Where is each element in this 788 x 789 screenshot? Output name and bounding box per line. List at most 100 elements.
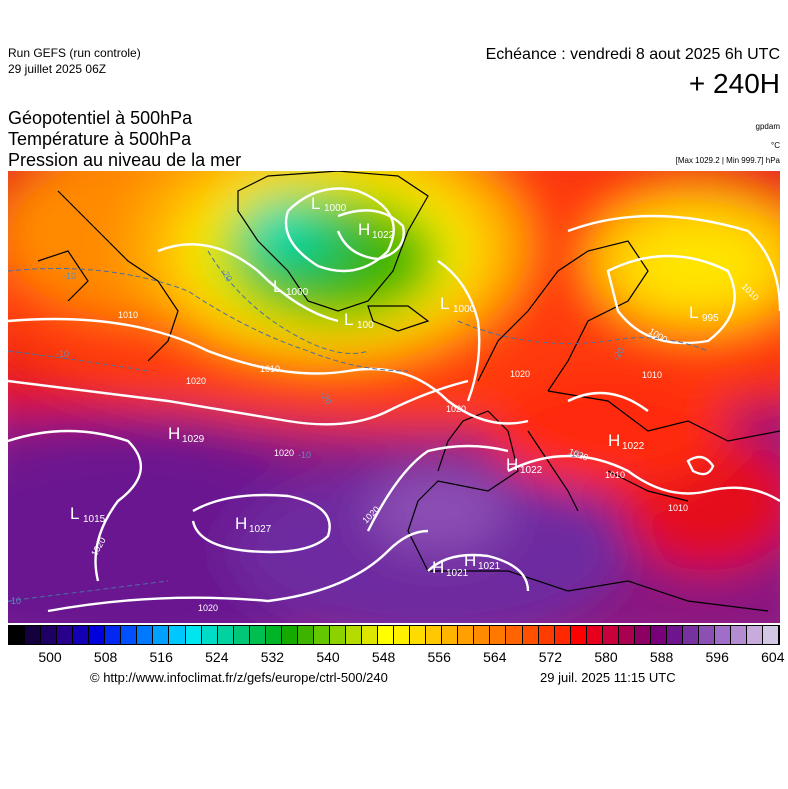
field-pressure: Pression au niveau de la mer — [8, 150, 242, 170]
pressure-center-value: 1029 — [182, 434, 205, 445]
colorbar-swatch — [217, 626, 234, 644]
isobar-label: 1010 — [668, 503, 688, 513]
pressure-center-type: L — [273, 277, 282, 296]
isobar-label: 1020 — [446, 404, 466, 414]
source-credit: © http://www.infoclimat.fr/z/gefs/europe… — [90, 670, 388, 685]
colorbar-swatch — [538, 626, 555, 644]
colorbar-swatch — [169, 626, 186, 644]
colorbar-swatch — [57, 626, 74, 644]
colorbar-swatch — [185, 626, 202, 644]
pressure-center-value: 1000 — [324, 203, 347, 214]
colorbar-swatch — [25, 626, 42, 644]
colorbar-swatch — [153, 626, 170, 644]
pressure-center-value: 1022 — [372, 230, 395, 241]
colorbar-swatch — [137, 626, 154, 644]
colorbar-swatch — [763, 626, 780, 644]
colorbar-swatch — [201, 626, 218, 644]
colorbar-tick-label: 548 — [371, 649, 396, 665]
colorbar-swatch — [474, 626, 491, 644]
colorbar-tick-label: 524 — [205, 649, 229, 665]
geopotential-field — [8, 171, 780, 623]
colorbar-tick-label: 580 — [594, 649, 618, 665]
colorbar-swatch — [89, 626, 106, 644]
colorbar-swatch — [442, 626, 459, 644]
colorbar-swatch — [378, 626, 395, 644]
colorbar-swatch — [747, 626, 764, 644]
isobar-label: 1020 — [186, 376, 206, 386]
colorbar-swatch — [345, 626, 363, 644]
colorbar-swatch — [410, 626, 427, 644]
colorbar-tick-label: 588 — [649, 649, 674, 665]
pressure-center-value: 1021 — [478, 561, 501, 572]
lead-time: + 240H — [688, 68, 780, 99]
pressure-center-type: L — [311, 194, 320, 213]
temperature-label: -10 — [8, 596, 21, 606]
temperature-label: -10 — [56, 349, 69, 359]
weather-map-svg: L 1000 H 1022 L 1000 L 100 L 1000 L 995 … — [8, 171, 780, 623]
pressure-center-type: H — [464, 551, 476, 570]
colorbar-swatch — [554, 626, 571, 644]
colorbar-swatch — [618, 626, 635, 644]
run-date: 29 juillet 2025 06Z — [8, 62, 107, 76]
pressure-center-type: L — [440, 294, 449, 313]
colorbar — [8, 625, 780, 645]
issued-time: 29 juil. 2025 11:15 UTC — [540, 670, 676, 685]
colorbar-tick-label: 516 — [149, 649, 173, 665]
colorbar-swatch — [73, 626, 90, 644]
colorbar-swatch — [650, 626, 667, 644]
unit-temperature: °C — [771, 141, 780, 150]
isobar-label: 1020 — [510, 369, 530, 379]
colorbar-swatch — [682, 626, 700, 644]
pressure-range: [Max 1029.2 | Min 999.7] hPa — [675, 156, 780, 165]
isobar-label: 1010 — [118, 310, 138, 320]
colorbar-tick-label: 604 — [761, 649, 785, 665]
pressure-center-value: 1022 — [622, 441, 645, 452]
colorbar-swatch — [458, 626, 475, 644]
pressure-center-value: 1000 — [286, 287, 309, 298]
colorbar-swatch — [233, 626, 250, 644]
colorbar-swatch — [394, 626, 411, 644]
weather-map: L 1000 H 1022 L 1000 L 100 L 1000 L 995 … — [8, 171, 780, 623]
pressure-center-type: H — [432, 558, 444, 577]
pressure-center-type: H — [608, 431, 620, 450]
colorbar-tick-label: 596 — [705, 649, 729, 665]
temperature-label: -10 — [63, 271, 76, 281]
pressure-center-value: 1022 — [520, 465, 543, 476]
isotherms — [8, 250, 709, 602]
colorbar-swatch — [522, 626, 539, 644]
field-temperature: Température à 500hPa — [8, 129, 192, 149]
pressure-center-type: L — [70, 504, 79, 523]
isobars — [8, 187, 780, 613]
colorbar-tick-label: 540 — [316, 649, 340, 665]
temperature-label: -10 — [298, 450, 311, 460]
colorbar-swatch — [570, 626, 587, 644]
pressure-center-value: 1000 — [453, 304, 476, 315]
colorbar-swatch — [731, 626, 748, 644]
colorbar-swatch — [9, 626, 26, 644]
colorbar-swatch — [313, 626, 330, 644]
pressure-center-type: H — [235, 514, 247, 533]
pressure-center-value: 1015 — [83, 514, 106, 525]
coastlines — [37, 171, 780, 612]
colorbar-swatch — [602, 626, 619, 644]
colorbar-swatch — [362, 626, 379, 644]
colorbar-swatch — [506, 626, 523, 644]
colorbar-tick-label: 532 — [260, 649, 285, 665]
colorbar-tick-label: 572 — [538, 649, 563, 665]
colorbar-tick-label: 508 — [93, 649, 118, 665]
pressure-center-value: 100 — [357, 320, 374, 331]
colorbar-swatch — [426, 626, 443, 644]
field-geopotential: Géopotentiel à 500hPa — [8, 108, 193, 128]
colorbar-swatch — [121, 626, 138, 644]
colorbar-tick-label: 564 — [483, 649, 507, 665]
unit-geopotential: gpdam — [755, 122, 780, 131]
isobar-label: 1020 — [198, 603, 218, 613]
colorbar-swatch — [490, 626, 507, 644]
isobar-label: 1010 — [260, 364, 280, 374]
colorbar-ticks: 500 508 516 524 532 540 548 556 564 572 580 588 596 6… — [8, 649, 784, 667]
validity-time: Echéance : vendredi 8 aout 2025 6h UTC — [485, 46, 780, 63]
isobar-label: 1020 — [274, 448, 294, 458]
pressure-center-type: H — [506, 455, 518, 474]
pressure-center-type: H — [358, 220, 370, 239]
pressure-centers: L 1000 H 1022 L 1000 L 100 L 1000 L 995 … — [70, 194, 719, 579]
